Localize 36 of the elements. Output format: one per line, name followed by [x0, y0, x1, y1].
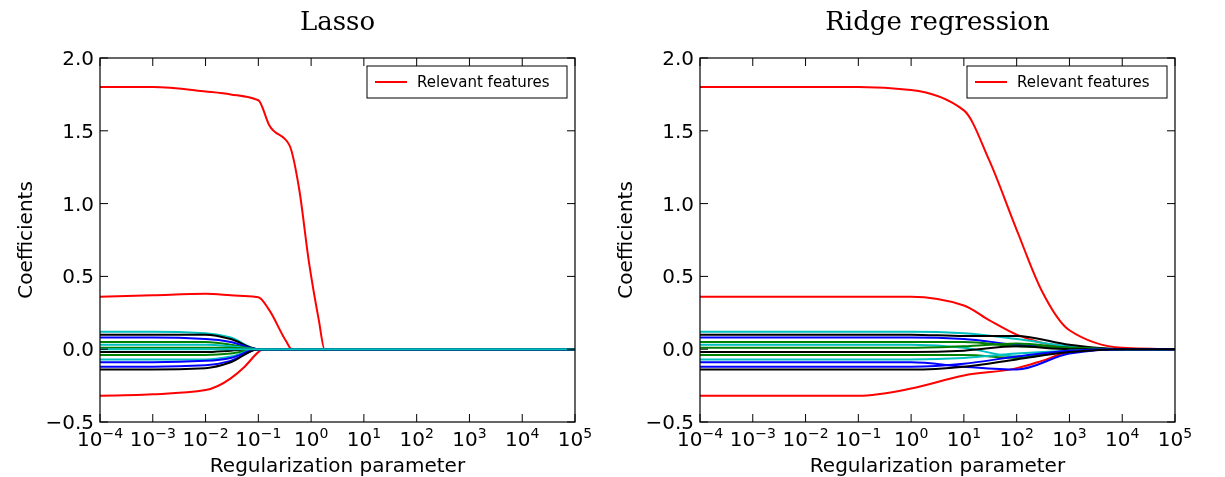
x-tick-label: 10$^{−3}$ [129, 425, 176, 451]
y-tick-label: 2.0 [662, 46, 694, 70]
x-tick-label: 10$^{1}$ [946, 425, 982, 451]
x-tick-label: 10$^{−2}$ [782, 425, 829, 451]
y-tick-label: 0.0 [662, 337, 694, 362]
x-tick-label: 10$^{4}$ [1105, 425, 1140, 451]
x-tick-label: 10$^{5}$ [557, 425, 593, 451]
x-tick-label: 10$^{5}$ [1157, 425, 1193, 451]
x-tick-label: 10$^{3}$ [452, 425, 487, 451]
x-tick-label: 10$^{−2}$ [182, 425, 229, 451]
x-tick-label: 10$^{−1}$ [235, 425, 282, 451]
y-tick-label: 0.5 [62, 264, 94, 289]
y-tick-label: 0.5 [662, 264, 694, 289]
y-tick-label: 1.5 [62, 118, 94, 143]
x-tick-label: 10$^{0}$ [893, 425, 929, 451]
x-tick-label: 10$^{1}$ [346, 425, 382, 451]
y-axis-title: Coefficients [613, 181, 637, 299]
y-axis-title: Coefficients [13, 181, 37, 299]
x-axis-title: Regularization parameter [809, 453, 1066, 477]
y-tick-label: 2.0 [62, 46, 94, 70]
legend-label: Relevant features [417, 73, 550, 91]
x-tick-label: 10$^{2}$ [399, 425, 434, 451]
y-tick-label: 1.0 [62, 191, 94, 216]
x-tick-label: 10$^{4}$ [505, 425, 540, 451]
x-tick-label: 10$^{2}$ [999, 425, 1034, 451]
x-tick-label: 10$^{−3}$ [729, 425, 776, 451]
chart-title: Ridge regression [825, 6, 1050, 36]
y-tick-label: 1.5 [662, 118, 694, 143]
chart-title: Lasso [299, 6, 376, 36]
x-tick-label: 10$^{0}$ [293, 425, 329, 451]
y-tick-label: 0.0 [62, 337, 94, 362]
x-tick-label: 10$^{3}$ [1052, 425, 1087, 451]
x-tick-label: 10$^{−1}$ [835, 425, 882, 451]
legend-label: Relevant features [1017, 73, 1150, 91]
x-axis-title: Regularization parameter [209, 453, 466, 477]
y-tick-label: 1.0 [662, 191, 694, 216]
